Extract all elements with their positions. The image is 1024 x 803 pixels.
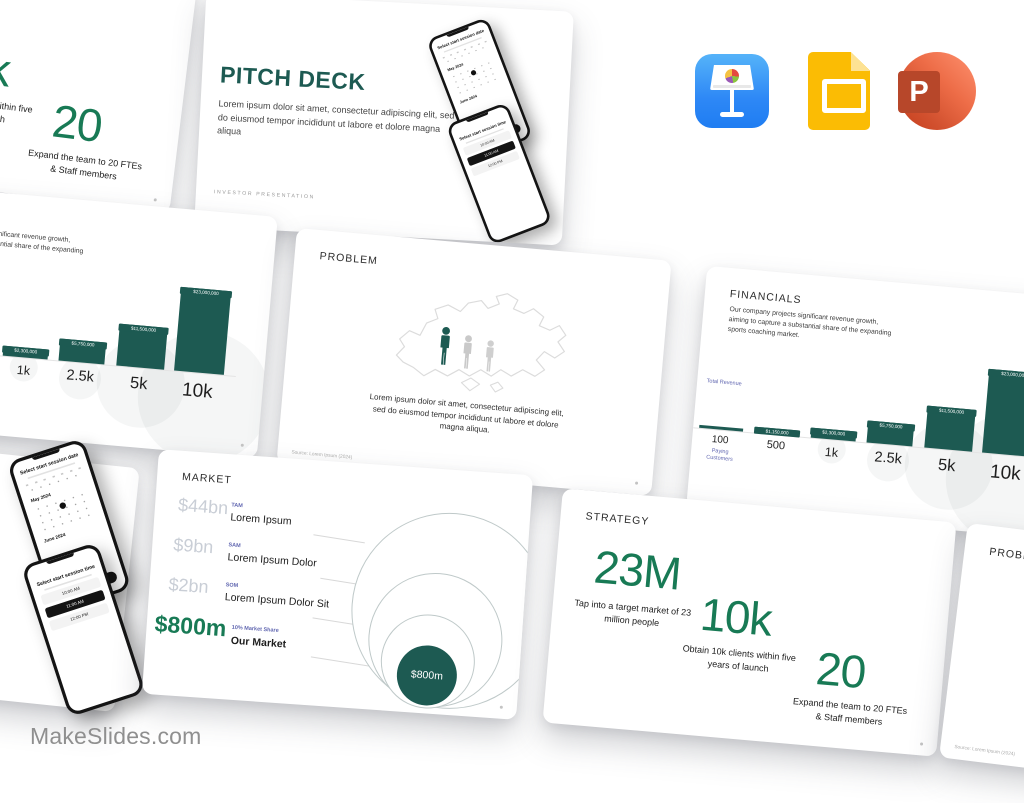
- keynote-pie: [725, 69, 739, 83]
- slide-financials-partial-card[interactable]: FINANCIALS Our company projects signific…: [0, 183, 278, 459]
- financials-body: Our company projects significant revenue…: [727, 306, 892, 340]
- strategy-stat-value: 10k: [698, 587, 774, 646]
- bar-2.5k: $5,750,000: [58, 338, 108, 365]
- financials-body: Our company projects significant revenue…: [0, 224, 84, 256]
- map-outline: [368, 273, 587, 409]
- slide-pitch-deck-card[interactable]: PITCH DECK Lorem ipsum dolor sit amet, c…: [194, 0, 574, 246]
- strategy-stat-value: 20: [814, 642, 868, 699]
- google-slides-icon: [808, 52, 870, 130]
- page-number-dot: [919, 742, 924, 746]
- slide-title: MARKET: [181, 470, 233, 487]
- person-icon: [481, 339, 498, 374]
- market-label: Our Market: [230, 634, 287, 651]
- keynote-board-line: [713, 85, 751, 88]
- bar-5k: $11,500,000: [924, 405, 977, 452]
- market-tag: 10% Market Share: [231, 624, 279, 635]
- bar-value-label: $5,750,000: [866, 420, 916, 432]
- x-tick: 1k: [16, 362, 31, 378]
- bar-value-label: $2,300,000: [1, 345, 50, 357]
- slide-strategy-card[interactable]: STRATEGY 23M Tap into a target market of…: [542, 488, 957, 757]
- bar-2.5k: $5,750,000: [866, 420, 916, 447]
- pitch-deck-footer: INVESTOR PRESENTATION: [213, 189, 316, 201]
- strategy-stat-value: 20: [49, 94, 105, 153]
- slide-problem-card[interactable]: PROBLEM Lorem ipsum dolor sit amet, cons…: [276, 228, 672, 496]
- keynote-icon: [695, 54, 769, 128]
- person-icon: [458, 334, 476, 371]
- source-note: Source: Lorem Ipsum (2024): [954, 745, 1016, 758]
- market-value: $2bn: [167, 574, 210, 597]
- phone-mockup-time: Select start session time 10:00 AM 11:00…: [20, 541, 146, 718]
- x-axis-label: Paying Customers: [705, 448, 733, 464]
- connector-line: [313, 534, 365, 544]
- bar-value-label: $1,150,000: [753, 426, 801, 438]
- pitch-deck-body: Lorem ipsum dolor sit amet, consectetur …: [216, 98, 455, 137]
- keynote-stand: [730, 90, 734, 113]
- bar-value-label: $23,000,000: [179, 286, 233, 299]
- google-slides-frame: [822, 79, 866, 113]
- market-value: $9bn: [172, 534, 215, 558]
- keynote-base: [720, 112, 744, 117]
- selected-day-marker: [58, 501, 67, 510]
- strategy-stat-caption: Obtain 10k clients within five years of …: [682, 643, 797, 674]
- market-label: Lorem Ipsum Dolor Sit: [224, 591, 330, 611]
- bar-5k: $11,500,000: [116, 323, 169, 370]
- market-label: Lorem Ipsum: [230, 511, 292, 528]
- powerpoint-letter: P: [898, 71, 940, 113]
- bar-value-label: $5,750,000: [58, 338, 108, 350]
- strategy-stat-caption: Tap into a target market of 23 million p…: [574, 597, 692, 629]
- strategy-stat-value: 10k: [0, 36, 13, 97]
- strategy-stat-caption: Expand the team to 20 FTEs & Staff membe…: [27, 147, 143, 182]
- page-number-dot: [153, 198, 157, 202]
- market-value: $44bn: [177, 494, 229, 519]
- bar-1k: $2,300,000: [809, 427, 858, 442]
- bar-1k: $2,300,000: [1, 345, 50, 360]
- page-number-dot: [499, 705, 503, 709]
- bar-500: $1,150,000: [753, 426, 801, 438]
- slide-strategy-partial-card[interactable]: STRATEGY 23M Tap into a target market of…: [0, 0, 198, 214]
- bar-10k: $23,000,000: [982, 368, 1024, 457]
- x-tick: 500: [766, 438, 786, 453]
- powerpoint-icon: P: [898, 52, 976, 130]
- collage-stage: STRATEGY 23M Tap into a target market of…: [0, 0, 1024, 758]
- phone-mockup-time: Select start session time 10:00 AM 11:00…: [445, 101, 553, 246]
- bar-value-label: $11,500,000: [926, 405, 977, 417]
- page-number-dot: [634, 481, 639, 485]
- market-tag: TAM: [231, 502, 243, 510]
- bar-value-label: $2,300,000: [809, 427, 858, 439]
- person-icon-highlight: [435, 326, 455, 367]
- brand-link[interactable]: MakeSlides.com: [30, 723, 202, 749]
- slide-title: PROBLEM: [988, 545, 1024, 565]
- x-tick: 100: [711, 433, 729, 447]
- pitch-deck-title: PITCH DECK: [219, 61, 367, 95]
- market-value-highlight: $800m: [153, 610, 228, 642]
- slide-title: STRATEGY: [585, 510, 650, 528]
- slide-financials-card[interactable]: FINANCIALS Our company projects signific…: [686, 265, 1024, 541]
- bar-10k: $23,000,000: [174, 286, 233, 375]
- bar-value-label: $11,500,000: [118, 323, 169, 335]
- strategy-stat-caption: Expand the team to 20 FTEs & Staff membe…: [792, 696, 908, 727]
- google-slides-fold: [851, 52, 870, 71]
- slide-market-card[interactable]: MARKET $44bn TAM Lorem Ipsum $9bn SAM Lo…: [141, 449, 534, 720]
- strategy-stat-value: 23M: [592, 540, 683, 600]
- slide-title: PROBLEM: [319, 250, 379, 268]
- slide-phone-mockups-card[interactable]: Select start session date May 2024 June …: [0, 428, 146, 718]
- market-label: Lorem Ipsum Dolor: [227, 551, 318, 570]
- bar-value-label: $23,000,000: [987, 368, 1024, 381]
- y-axis-label: Total Revenue: [706, 378, 742, 388]
- market-tag: SAM: [228, 542, 241, 550]
- slide-title: FINANCIALS: [729, 288, 803, 307]
- market-tag: SOM: [225, 582, 239, 590]
- x-tick: 1k: [824, 444, 839, 460]
- selected-day-marker: [469, 69, 477, 77]
